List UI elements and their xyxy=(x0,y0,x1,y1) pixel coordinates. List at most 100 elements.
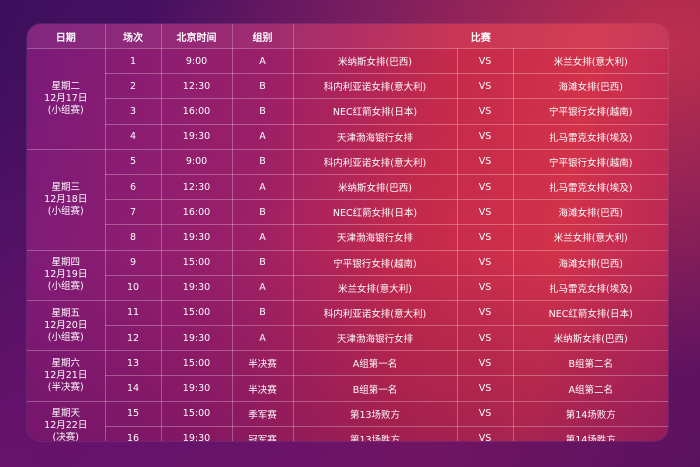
vs-label: VS xyxy=(456,199,514,226)
home-team: 科内利亚诺女排(意大利) xyxy=(292,148,458,175)
match-group: B xyxy=(231,249,294,276)
match-time: 15:00 xyxy=(160,400,233,427)
home-team: 科内利亚诺女排(意大利) xyxy=(292,299,458,327)
table-row: 14 19:30 半决赛 B组第一名 VS A组第二名 xyxy=(27,375,668,402)
match-group: B xyxy=(231,299,294,327)
match-group: B xyxy=(231,73,294,100)
match-number: 5 xyxy=(104,148,162,175)
away-team: B组第二名 xyxy=(512,350,668,377)
home-team: 米兰女排(意大利) xyxy=(292,274,458,301)
date-line: (决赛) xyxy=(52,432,79,441)
home-team: 宁平银行女排(越南) xyxy=(292,249,458,276)
date-line: (小组赛) xyxy=(47,331,84,343)
vs-label: VS xyxy=(456,325,514,352)
home-team: NEC红箭女排(日本) xyxy=(292,199,458,226)
match-group: A xyxy=(231,325,294,352)
away-team: 宁平银行女排(越南) xyxy=(512,98,668,125)
date-cell: 星期三 12月18日 (小组赛) xyxy=(27,148,106,251)
table-row: 星期五 12月20日 (小组赛) 11 15:00 B 科内利亚诺女排(意大利) VS NEC红… xyxy=(27,299,668,352)
date-cell: 星期四 12月19日 (小组赛) xyxy=(27,249,106,301)
vs-label: VS xyxy=(456,173,514,201)
home-team: 第13场败方 xyxy=(292,400,458,427)
home-team: A组第一名 xyxy=(292,350,458,377)
table-row: 8 19:30 A 天津渤海银行女排 VS 米兰女排(意大利) xyxy=(27,224,668,251)
date-line: 星期天 xyxy=(51,408,80,420)
match-time: 16:00 xyxy=(160,98,233,125)
vs-label: VS xyxy=(456,73,514,100)
match-number: 7 xyxy=(105,199,162,226)
date-line: 12月19日 xyxy=(44,269,88,281)
date-cell: 星期五 12月20日 (小组赛) xyxy=(27,299,106,352)
date-cell: 星期六 12月21日 (半决赛) xyxy=(27,350,106,402)
date-line: 星期二 xyxy=(51,80,80,92)
match-number: 6 xyxy=(105,173,162,201)
date-line: 星期四 xyxy=(51,257,80,269)
away-team: 扎马雷克女排(埃及) xyxy=(512,274,668,301)
date-line: (半决赛) xyxy=(47,381,84,393)
match-time: 19:30 xyxy=(160,325,233,352)
schedule-body: 星期二 12月17日 (小组赛) 1 9:00 A 米纳斯女排(巴西) VS 米兰女排(意大利)… xyxy=(27,47,668,441)
date-line: 星期六 xyxy=(51,357,80,369)
date-line: 星期三 xyxy=(51,181,80,193)
away-team: 第14场败方 xyxy=(512,400,668,427)
table-row: 7 16:00 B NEC红箭女排(日本) VS 海滩女排(巴西) xyxy=(27,199,668,226)
match-group: B xyxy=(231,148,294,175)
match-group: B xyxy=(231,199,294,226)
match-number: 14 xyxy=(105,375,162,402)
match-group: A xyxy=(231,224,294,251)
match-group: B xyxy=(231,98,294,125)
home-team: 天津渤海银行女排 xyxy=(292,325,458,352)
vs-label: VS xyxy=(456,400,514,427)
away-team: NEC红箭女排(日本) xyxy=(512,299,668,327)
table-row: 星期二 12月17日 (小组赛) 1 9:00 A 米纳斯女排(巴西) VS 米兰女排(意大利) xyxy=(27,47,668,150)
header-row: 日期 场次 北京时间 组别 比赛 xyxy=(27,24,668,49)
table-row: 6 12:30 A 米纳斯女排(巴西) VS 扎马雷克女排(埃及) xyxy=(27,173,668,201)
date-line: (小组赛) xyxy=(47,104,84,116)
schedule-card: 日期 场次 北京时间 组别 比赛 星期二 12月17日 (小组赛) 1 9:00 A 米纳斯… xyxy=(27,24,668,441)
match-number: 8 xyxy=(105,224,162,251)
table-row: 4 19:30 A 天津渤海银行女排 VS 扎马雷克女排(埃及) xyxy=(27,123,668,150)
match-number: 10 xyxy=(105,274,162,301)
header-date: 日期 xyxy=(27,24,106,49)
match-group: A xyxy=(231,47,294,75)
away-team: 米兰女排(意大利) xyxy=(512,47,668,75)
date-line: 12月18日 xyxy=(44,193,88,205)
header-beijing-time: 北京时间 xyxy=(160,24,233,49)
match-time: 19:30 xyxy=(160,224,233,251)
vs-label: VS xyxy=(456,274,514,301)
match-time: 16:00 xyxy=(160,199,233,226)
match-time: 19:30 xyxy=(160,123,233,150)
match-group: 冠军赛 xyxy=(231,425,294,441)
match-number: 15 xyxy=(104,400,162,427)
vs-label: VS xyxy=(456,148,514,175)
away-team: 米纳斯女排(巴西) xyxy=(512,325,668,352)
match-time: 9:00 xyxy=(160,47,233,75)
home-team: B组第一名 xyxy=(292,375,458,402)
away-team: 扎马雷克女排(埃及) xyxy=(512,123,668,150)
table-row: 12 19:30 A 天津渤海银行女排 VS 米纳斯女排(巴西) xyxy=(27,325,668,352)
vs-label: VS xyxy=(456,350,514,377)
vs-label: VS xyxy=(456,375,514,402)
home-team: 科内利亚诺女排(意大利) xyxy=(292,73,458,100)
match-group: A xyxy=(231,274,294,301)
match-group: A xyxy=(231,123,294,150)
away-team: 宁平银行女排(越南) xyxy=(512,148,668,175)
match-time: 15:00 xyxy=(160,249,233,276)
match-time: 15:00 xyxy=(160,350,233,377)
match-time: 9:00 xyxy=(160,148,233,175)
away-team: 海滩女排(巴西) xyxy=(512,199,668,226)
table-row: 星期四 12月19日 (小组赛) 9 15:00 B 宁平银行女排(越南) VS 海滩女排(巴西… xyxy=(27,249,668,301)
table-row: 星期天 12月22日 (决赛) 15 15:00 季军赛 第13场败方 VS 第14场败方 xyxy=(27,400,668,441)
match-group: 半决赛 xyxy=(231,350,294,377)
match-number: 9 xyxy=(104,249,162,276)
table-row: 2 12:30 B 科内利亚诺女排(意大利) VS 海滩女排(巴西) xyxy=(27,73,668,100)
match-number: 2 xyxy=(105,73,162,100)
match-number: 12 xyxy=(105,325,162,352)
home-team: 米纳斯女排(巴西) xyxy=(292,173,458,201)
match-number: 13 xyxy=(104,350,162,377)
date-line: 12月21日 xyxy=(44,369,88,381)
vs-label: VS xyxy=(456,123,514,150)
schedule-table: 日期 场次 北京时间 组别 比赛 星期二 12月17日 (小组赛) 1 9:00 A 米纳斯… xyxy=(27,24,668,441)
match-group: 季军赛 xyxy=(231,400,294,427)
table-row: 10 19:30 A 米兰女排(意大利) VS 扎马雷克女排(埃及) xyxy=(27,274,668,301)
